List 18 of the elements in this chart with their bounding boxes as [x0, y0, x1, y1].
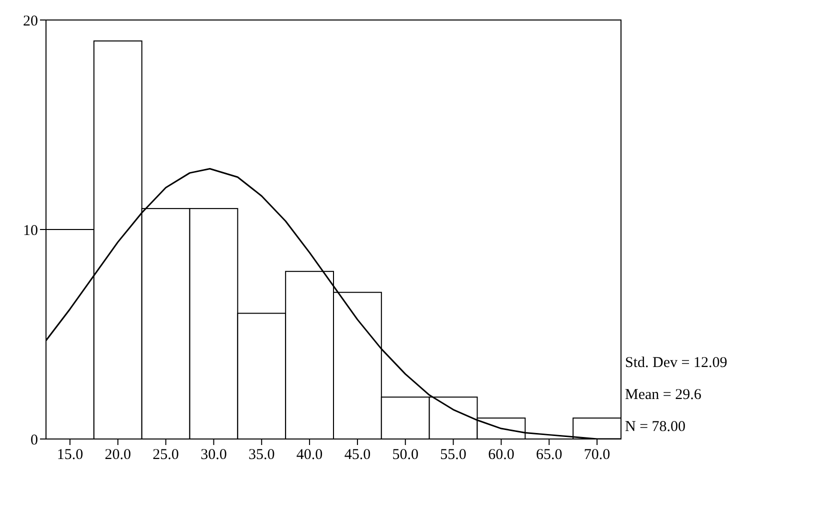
x-tick-label: 35.0	[248, 447, 275, 463]
x-tick-label: 45.0	[344, 447, 371, 463]
x-tick-label: 55.0	[440, 447, 466, 463]
x-tick-label: 25.0	[152, 447, 179, 463]
x-tick-label: 30.0	[200, 447, 227, 463]
y-tick-label: 20	[23, 13, 38, 30]
text: Std. Dev = 12.09	[625, 354, 728, 373]
text: N = 78.00	[625, 418, 687, 437]
y-tick-label: 0	[30, 432, 38, 448]
x-tick-label: 40.0	[296, 447, 323, 463]
x-tick-label: 50.0	[392, 447, 418, 463]
x-tick-label: 15.0	[56, 447, 84, 463]
x-tick-label: 70.0	[584, 447, 610, 463]
x-tick-label: 65.0	[536, 447, 562, 463]
x-tick-label: 60.0	[488, 447, 514, 463]
text: Mean = 29.6	[625, 386, 702, 405]
x-tick-label: 20.0	[104, 447, 131, 463]
y-tick-label: 10	[23, 222, 38, 239]
